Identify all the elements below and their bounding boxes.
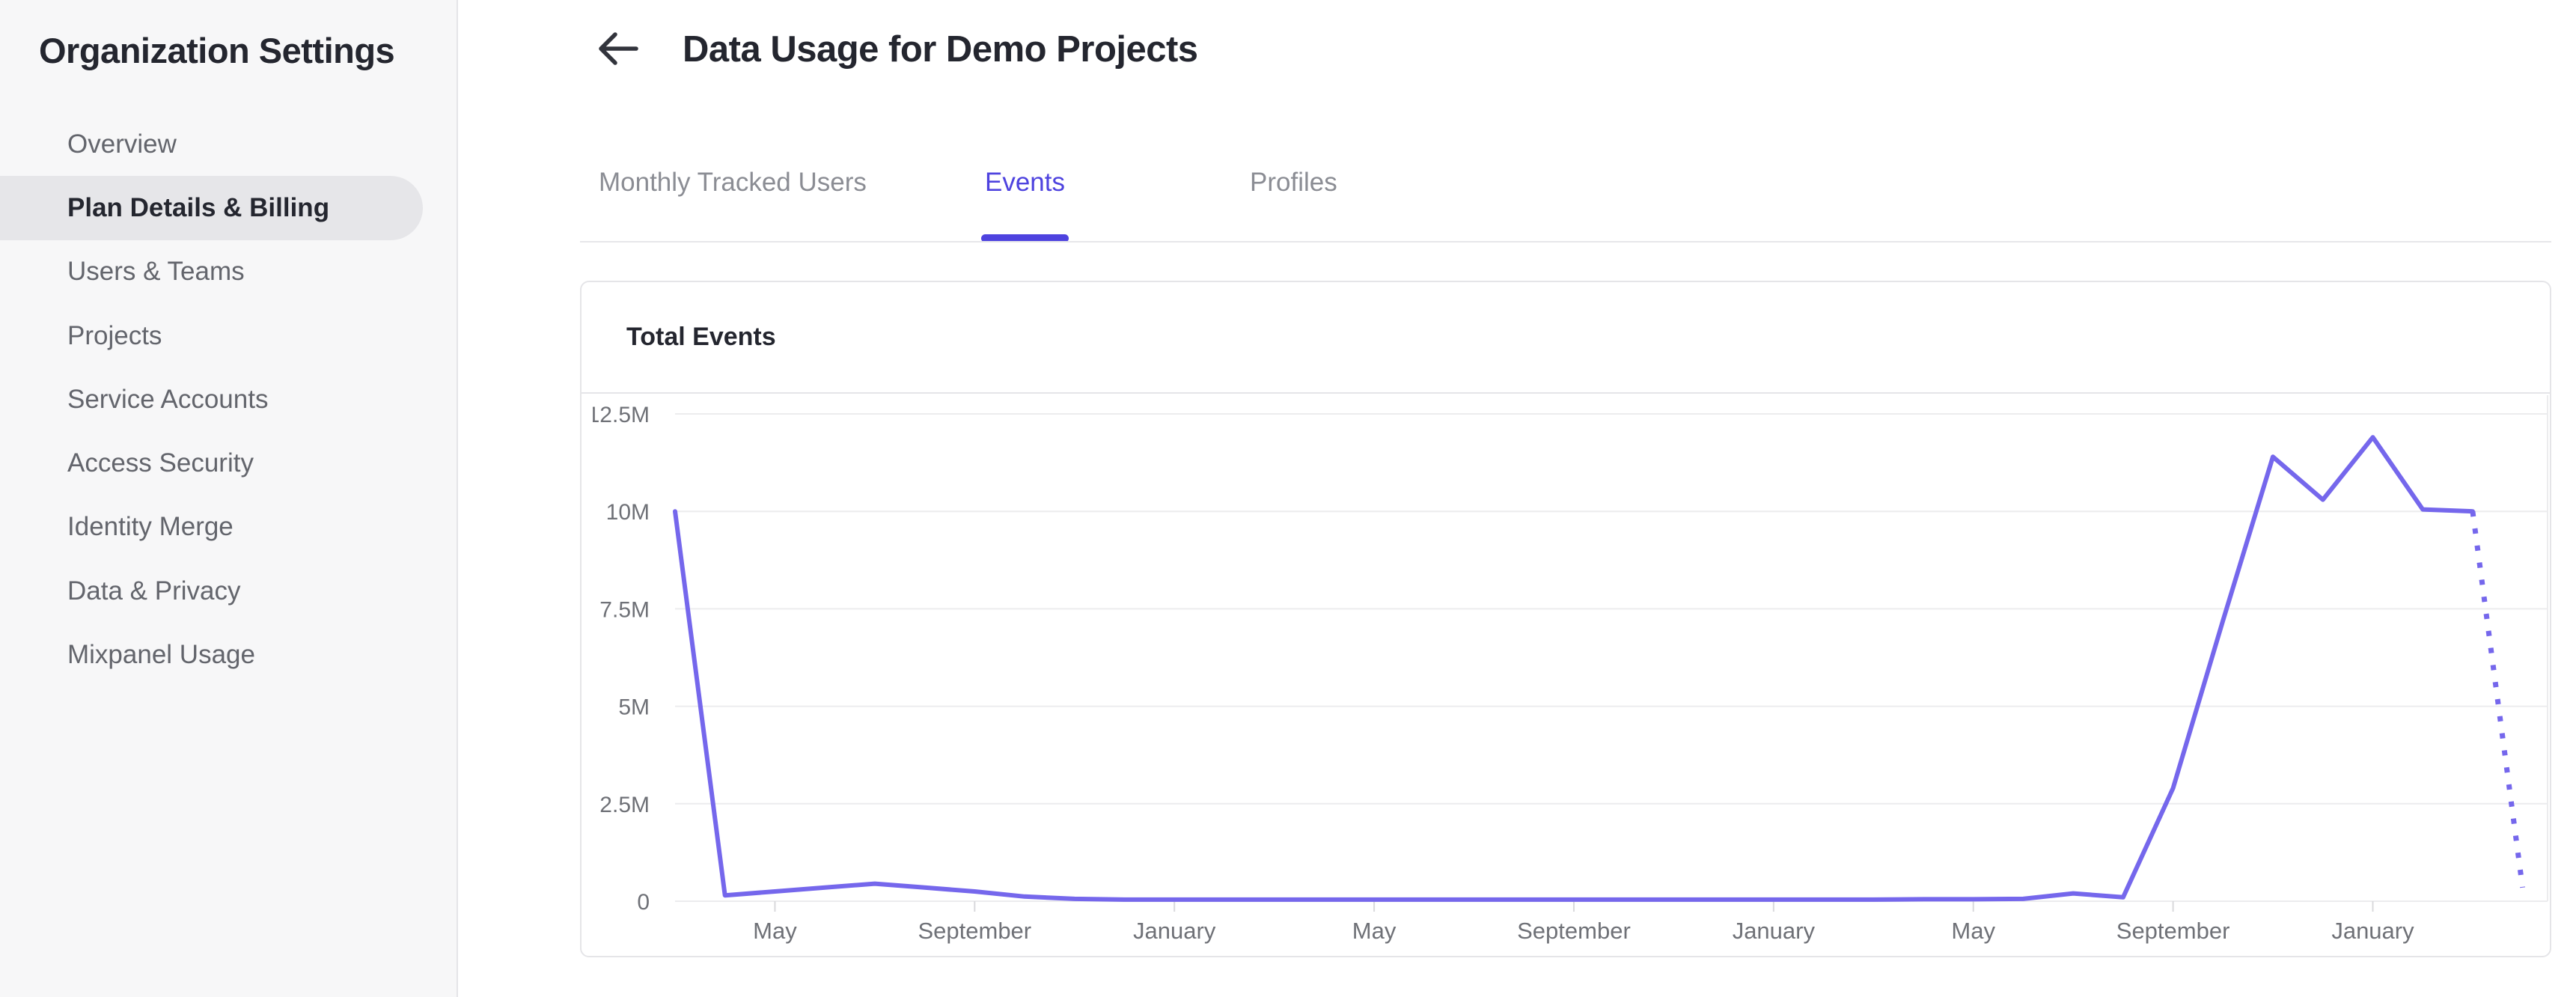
total-events-card: Total Events 12.5M 10M 7.5M 5M 2.5M 0 May Septe… <box>580 281 2551 957</box>
sidebar-item-access-security[interactable]: Access Security <box>67 448 254 478</box>
x-axis-label: May <box>1951 918 1995 944</box>
x-axis-label: May <box>753 918 797 944</box>
y-axis-label: 2.5M <box>599 793 650 817</box>
x-axis-label: September <box>1517 918 1631 944</box>
sidebar-nav: Overview Plan Details & Billing Users & … <box>0 112 458 687</box>
events-chart: 12.5M 10M 7.5M 5M 2.5M 0 May September January Ma… <box>587 376 2555 952</box>
total-events-line <box>673 435 2475 902</box>
sidebar: Organization Settings Overview Plan Deta… <box>0 0 458 997</box>
left-arrow-icon <box>594 29 642 70</box>
sidebar-item-mixpanel-usage[interactable]: Mixpanel Usage <box>67 640 255 670</box>
sidebar-item-overview[interactable]: Overview <box>67 129 177 159</box>
events-chart-svg: 12.5M 10M 7.5M 5M 2.5M 0 May September January Ma… <box>587 395 2548 944</box>
sidebar-item-plan-details-billing[interactable]: Plan Details & Billing <box>0 176 423 240</box>
page-title: Data Usage for Demo Projects <box>683 29 1198 70</box>
sidebar-title: Organization Settings <box>39 31 395 70</box>
y-axis-label: 0 <box>637 890 650 915</box>
card-header: Total Events <box>582 282 2550 394</box>
y-axis-label: 12.5M <box>593 403 650 427</box>
x-axis-label: January <box>1133 918 1216 944</box>
tab-monthly-tracked-users[interactable]: Monthly Tracked Users <box>599 168 867 197</box>
y-axis-label: 7.5M <box>599 597 650 622</box>
x-axis-label: January <box>1733 918 1816 944</box>
sidebar-item-data-privacy[interactable]: Data & Privacy <box>67 576 241 606</box>
sidebar-item-service-accounts[interactable]: Service Accounts <box>67 384 269 414</box>
back-button[interactable] <box>594 30 642 69</box>
total-events-projected-dotted-line <box>2470 510 2526 888</box>
sidebar-item-projects[interactable]: Projects <box>67 320 162 350</box>
card-title: Total Events <box>626 323 776 351</box>
x-axis-label: May <box>1352 918 1397 944</box>
sidebar-item-users-teams[interactable]: Users & Teams <box>67 257 245 287</box>
x-axis-label: January <box>2331 918 2414 944</box>
tab-profiles[interactable]: Profiles <box>1250 168 1337 197</box>
y-axis-label: 10M <box>606 500 650 525</box>
x-axis-label: September <box>918 918 1031 944</box>
sidebar-item-identity-merge[interactable]: Identity Merge <box>67 512 234 542</box>
tab-events[interactable]: Events <box>981 166 1069 243</box>
main-content: Data Usage for Demo Projects Monthly Tra… <box>458 0 2576 997</box>
tabs-divider <box>580 241 2551 243</box>
x-axis-label: September <box>2116 918 2230 944</box>
y-axis-label: 5M <box>618 695 650 720</box>
